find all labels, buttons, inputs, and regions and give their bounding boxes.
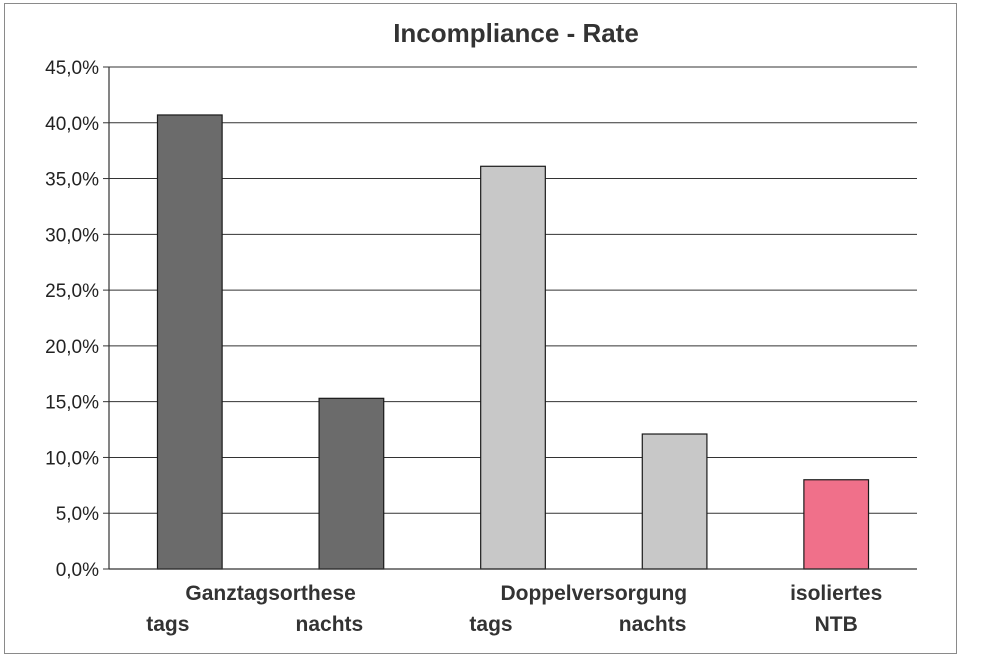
- x-category-label: nachts: [296, 613, 364, 636]
- x-category-label: tags: [146, 613, 189, 636]
- y-tick-label: 15,0%: [45, 393, 99, 414]
- y-tick-label: 30,0%: [45, 225, 99, 246]
- x-category-label: Doppelversorgung: [500, 582, 687, 605]
- x-category-label: nachts: [619, 613, 687, 636]
- y-tick-label: 0,0%: [56, 560, 99, 581]
- y-axis-ticks: 0,0% 5,0% 10,0% 15,0% 20,0% 25,0% 30,0% 35,0% 40…: [45, 58, 109, 581]
- chart-frame: Incompliance - Rate 0,0% 5,0% 10,0% 15,0% 20…: [4, 3, 957, 654]
- chart-title: Incompliance - Rate: [393, 18, 639, 48]
- bar: [318, 397, 385, 570]
- bar: [480, 165, 546, 570]
- x-category-label: tags: [469, 613, 512, 636]
- bar: [641, 433, 708, 570]
- y-tick-label: 5,0%: [56, 504, 99, 525]
- bar: [156, 114, 223, 570]
- bars: [156, 114, 870, 570]
- x-category-label: Ganztagsorthese: [185, 582, 355, 605]
- axes: [108, 67, 917, 570]
- x-axis-labels: Ganztagsorthese tags nachts Doppelversorgun…: [146, 582, 882, 636]
- y-tick-label: 20,0%: [45, 337, 99, 358]
- y-tick-label: 45,0%: [45, 58, 99, 79]
- x-category-label: isoliertes: [790, 582, 882, 605]
- bar: [803, 479, 870, 570]
- y-tick-label: 35,0%: [45, 170, 99, 191]
- x-category-label: NTB: [815, 613, 858, 636]
- y-tick-label: 40,0%: [45, 114, 99, 135]
- bar-chart: Incompliance - Rate 0,0% 5,0% 10,0% 15,0% 20…: [45, 18, 917, 636]
- y-tick-label: 10,0%: [45, 448, 99, 469]
- y-tick-label: 25,0%: [45, 281, 99, 302]
